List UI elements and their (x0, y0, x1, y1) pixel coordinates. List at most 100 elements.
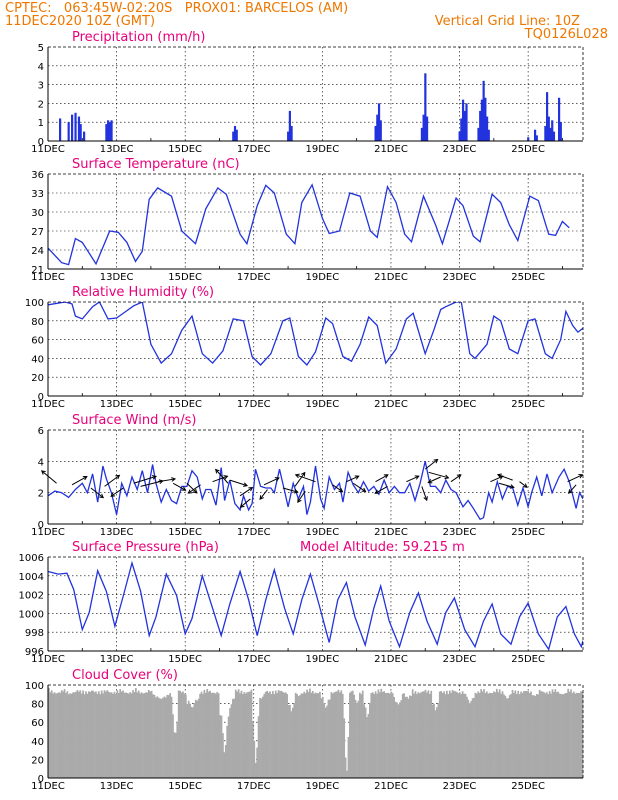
cloud-bar (132, 690, 134, 778)
cloud-bar (497, 692, 500, 778)
precip-bar (479, 110, 482, 141)
cloud-bar (163, 696, 166, 778)
x-tick-label: 21DEC (374, 654, 408, 665)
cloud-bar (126, 693, 129, 778)
wind-arrow-head (354, 475, 360, 480)
cloud-bar (137, 690, 140, 778)
wind-arrow-head (40, 470, 46, 475)
cloud-bar (116, 690, 119, 778)
cloud-bar (478, 693, 481, 778)
cloud-bar (270, 694, 273, 778)
wind-arrow-shaft (567, 474, 583, 483)
cloud-bar (93, 692, 96, 778)
cloud-bar (543, 692, 545, 778)
x-tick-label: 23DEC (443, 144, 477, 155)
cloud-bar (269, 691, 271, 778)
cloud-bar (324, 707, 327, 778)
humidity-panel: 0 20 40 60 80 100 11DEC 13DEC 15DEC 17DEC 19DEC 21D… (25, 285, 584, 410)
cloud-bar (467, 699, 470, 778)
x-tick-label: 13DEC (100, 654, 134, 665)
cloud-bar (396, 702, 398, 778)
wind-arrow-head (151, 475, 157, 480)
cloud-bar (125, 692, 127, 778)
cloud-bar (480, 689, 483, 778)
cloud-bar (50, 690, 53, 778)
cloud-bar (169, 693, 171, 778)
cloud-bar (284, 692, 287, 778)
cloud-bar (294, 692, 297, 778)
cloud-bar (240, 690, 243, 778)
cloud-bar (227, 716, 230, 778)
cloud-bar (471, 698, 474, 778)
cloud-bar (340, 690, 343, 778)
cloud-bar (85, 691, 87, 778)
cloud-bar (236, 691, 239, 778)
wind-arrow-head (297, 498, 302, 503)
cloud-bar (146, 692, 149, 778)
x-tick-label: 21DEC (374, 144, 408, 155)
wind-arrow-head (456, 474, 462, 479)
cloud-bar (179, 690, 181, 778)
cloud-bar (299, 695, 301, 778)
cloud-bar (119, 689, 122, 778)
cloud-bar (393, 696, 395, 778)
header-station-line: CPTEC: 063:45W-02:20S PROX01: BARCELOS (… (5, 1, 349, 16)
precip-bar (107, 120, 110, 141)
cloud-bar (153, 694, 156, 778)
cloud-bar (234, 689, 237, 778)
cloud-bar (199, 693, 201, 778)
precip-bar (545, 92, 549, 141)
cloud-bar (172, 714, 174, 778)
cloud-bar (237, 689, 240, 778)
cloud-bar (260, 698, 263, 778)
cloud-bar (560, 693, 562, 778)
precip-bar (480, 99, 484, 141)
y-tick-label: 27 (31, 227, 44, 238)
cloud-bar (320, 698, 323, 778)
cloud-bar (390, 691, 393, 778)
cloud-bar (334, 691, 337, 778)
precip-panel: 0 1 2 3 4 5 11DEC 13DEC 15DEC 17DEC 19DEC 21DEC 23DE… (31, 30, 584, 155)
cloud-bar (515, 694, 518, 778)
cloud-bar (434, 710, 437, 778)
cloud-bar (571, 693, 574, 778)
cloud-bar (105, 691, 107, 778)
cloud-bar (386, 693, 388, 778)
cloud-bar (210, 692, 213, 778)
wind-arrow-shaft (497, 474, 513, 481)
cloud-bar (53, 692, 56, 778)
cloud-bar (376, 693, 378, 778)
wind-arrow-shaft (229, 479, 248, 487)
cloud-bar (323, 703, 326, 778)
cloud-bar (341, 693, 344, 778)
cloud-bar (327, 699, 330, 778)
x-tick-label: 11DEC (31, 654, 65, 665)
cloud-bar (580, 691, 582, 778)
precip-bar (458, 131, 461, 141)
cloud-bar (513, 692, 515, 778)
precip-bar (74, 112, 77, 141)
wind-arrow-head (187, 489, 193, 494)
cloud-bar (498, 689, 501, 778)
y-tick-label: 60 (31, 336, 44, 347)
cloud-bar (357, 700, 360, 778)
y-tick-label: 80 (31, 317, 44, 328)
y-tick-label: 4 (38, 62, 44, 73)
cloud-bar (450, 692, 453, 778)
cloud-bar (92, 690, 94, 778)
x-tick-label: 17DEC (237, 399, 271, 410)
cloud-bar (511, 689, 514, 778)
cloud-bar (283, 692, 286, 778)
cloud-bar (57, 692, 60, 778)
cloud-bar (438, 691, 441, 778)
cloud-bar (555, 692, 558, 778)
cloud-bar (446, 690, 448, 778)
cloud-bar (296, 694, 298, 778)
wind-arrow-head (578, 474, 584, 479)
cloud-bar (388, 693, 391, 778)
precip-bar (83, 131, 86, 141)
cloud-bar (453, 691, 455, 778)
cloud-bar (300, 693, 303, 778)
precip-bar (551, 120, 554, 141)
wind-arrow-shaft (519, 481, 528, 488)
